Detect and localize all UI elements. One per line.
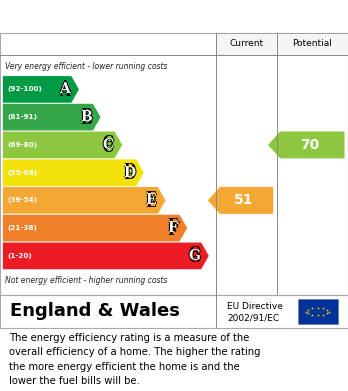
Text: B: B — [80, 110, 92, 124]
Text: G: G — [189, 249, 201, 263]
Text: B: B — [81, 110, 93, 124]
Text: D: D — [124, 166, 136, 179]
Text: G: G — [188, 249, 200, 263]
Text: C: C — [102, 138, 113, 152]
Text: F: F — [167, 221, 176, 235]
Text: B: B — [80, 108, 92, 122]
Text: A: A — [59, 85, 70, 99]
Text: C: C — [101, 138, 112, 152]
Text: F: F — [168, 224, 177, 238]
Polygon shape — [3, 76, 79, 103]
Text: Current: Current — [229, 39, 264, 48]
Text: F: F — [168, 219, 177, 233]
Text: A: A — [59, 80, 70, 94]
Text: C: C — [103, 138, 114, 152]
Polygon shape — [208, 187, 273, 214]
Text: EU Directive: EU Directive — [227, 302, 283, 311]
Text: (55-68): (55-68) — [7, 170, 37, 176]
Text: G: G — [187, 249, 199, 263]
Polygon shape — [3, 104, 101, 131]
Text: (69-80): (69-80) — [7, 142, 37, 148]
Text: (81-91): (81-91) — [7, 114, 37, 120]
Text: (39-54): (39-54) — [7, 197, 37, 203]
Polygon shape — [3, 187, 166, 214]
Text: B: B — [79, 110, 91, 124]
Text: (1-20): (1-20) — [7, 253, 32, 259]
Polygon shape — [3, 215, 187, 242]
Text: B: B — [80, 113, 92, 127]
Text: D: D — [123, 163, 135, 177]
Text: A: A — [59, 83, 70, 97]
Polygon shape — [3, 242, 209, 269]
Text: Potential: Potential — [292, 39, 332, 48]
Text: Very energy efficient - lower running costs: Very energy efficient - lower running co… — [5, 62, 168, 71]
Bar — [298, 299, 338, 324]
Text: D: D — [122, 166, 134, 179]
Text: E: E — [146, 191, 156, 205]
Polygon shape — [268, 131, 345, 158]
Text: E: E — [147, 194, 157, 207]
Text: 51: 51 — [234, 194, 254, 207]
Text: E: E — [146, 194, 156, 207]
Text: E: E — [145, 194, 155, 207]
Text: 70: 70 — [300, 138, 319, 152]
Text: F: F — [168, 221, 177, 235]
Text: F: F — [169, 221, 179, 235]
Text: 2002/91/EC: 2002/91/EC — [227, 314, 279, 323]
Text: Not energy efficient - higher running costs: Not energy efficient - higher running co… — [5, 276, 168, 285]
Text: D: D — [123, 166, 135, 179]
Text: G: G — [188, 246, 200, 260]
Text: G: G — [188, 251, 200, 265]
Polygon shape — [3, 131, 122, 158]
Text: C: C — [102, 140, 113, 154]
Text: Energy Efficiency Rating: Energy Efficiency Rating — [9, 9, 219, 24]
Text: C: C — [102, 135, 113, 149]
Text: E: E — [146, 196, 156, 210]
Text: (21-38): (21-38) — [7, 225, 37, 231]
Bar — [216, 33, 348, 55]
Polygon shape — [3, 159, 144, 186]
Text: (92-100): (92-100) — [7, 86, 42, 92]
Text: A: A — [58, 83, 69, 97]
Text: England & Wales: England & Wales — [10, 303, 180, 321]
Text: The energy efficiency rating is a measure of the
overall efficiency of a home. T: The energy efficiency rating is a measur… — [9, 333, 260, 386]
Text: D: D — [123, 168, 135, 182]
Text: A: A — [60, 83, 71, 97]
